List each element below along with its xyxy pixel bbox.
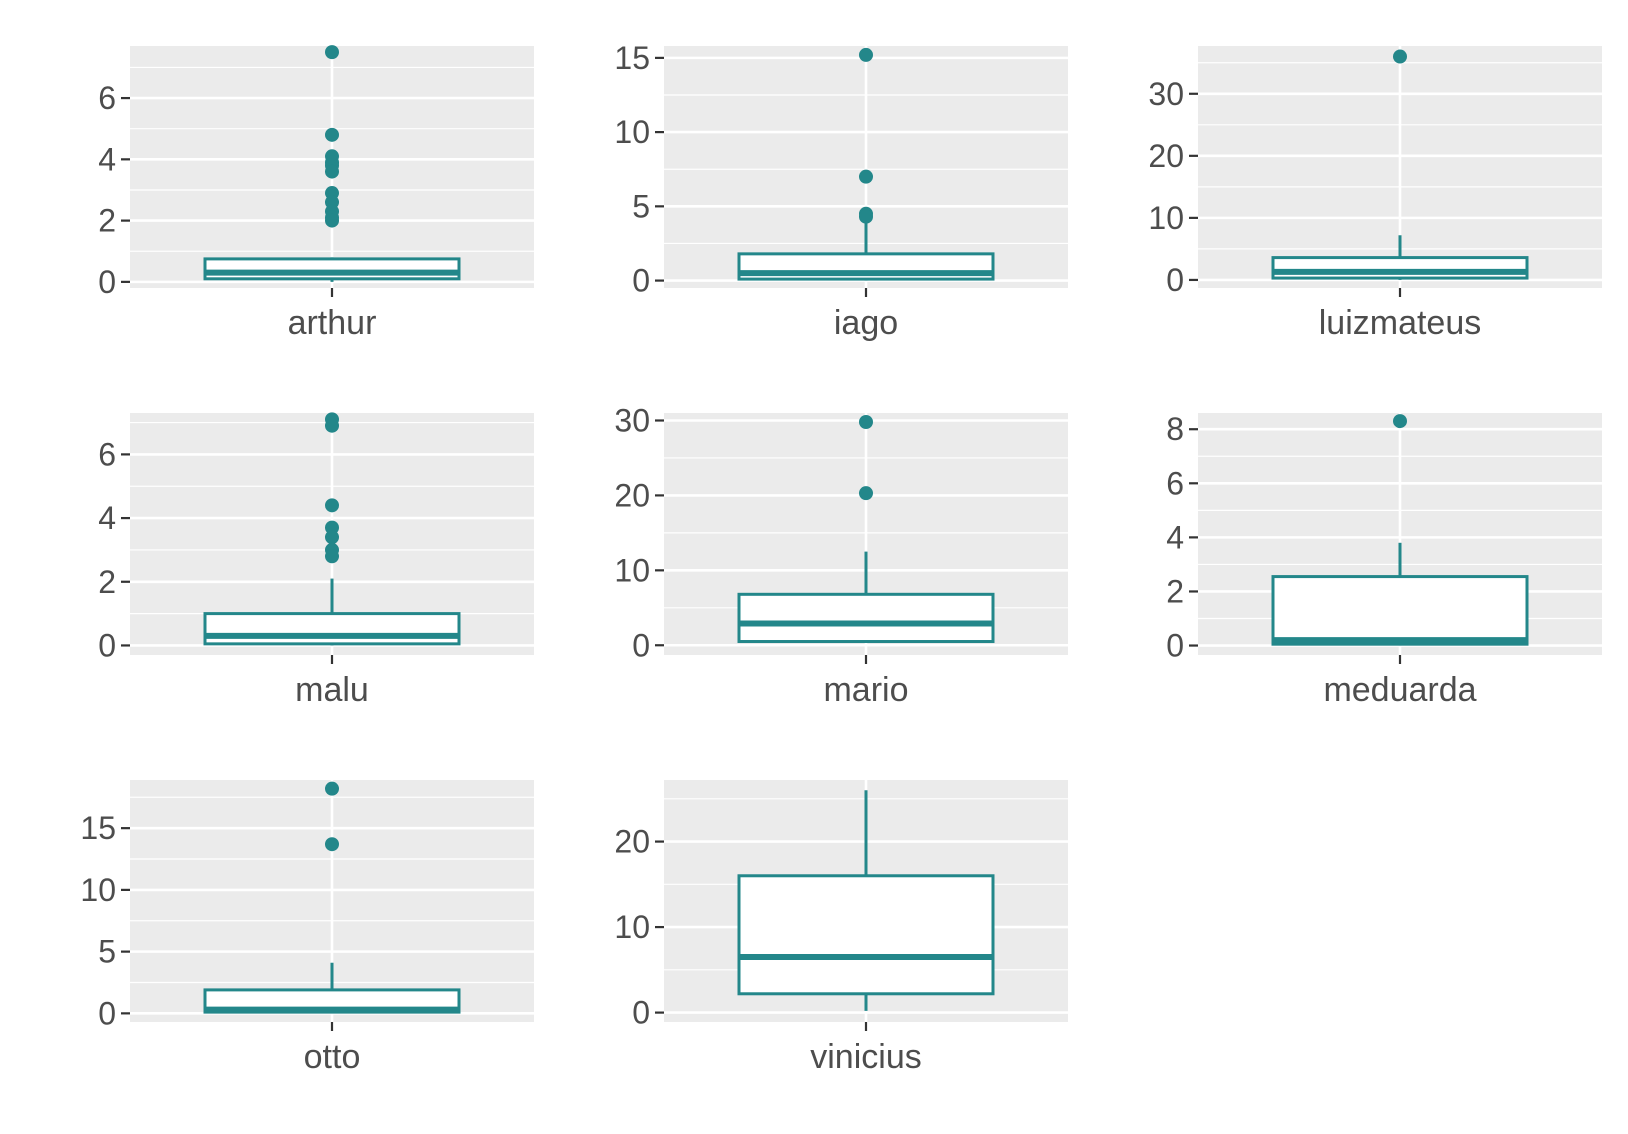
outlier-point xyxy=(325,837,339,852)
y-tick-label: 6 xyxy=(1166,465,1184,501)
y-tick-label: 10 xyxy=(614,552,650,588)
y-tick-label: 4 xyxy=(98,141,116,177)
y-tick-label: 4 xyxy=(98,500,116,536)
y-tick-label: 2 xyxy=(1166,573,1184,609)
x-category-label: arthur xyxy=(288,304,377,342)
iqr-box xyxy=(203,257,461,281)
y-tick-label: 0 xyxy=(1166,262,1184,298)
outlier-point xyxy=(325,127,339,142)
outlier-point xyxy=(325,781,339,796)
facet-panel-arthur: 0 2 4 6 arthur xyxy=(98,45,534,342)
y-tick-label: 30 xyxy=(1148,76,1184,112)
outlier-point xyxy=(325,530,339,545)
iqr-box xyxy=(737,874,995,996)
y-tick-label: 0 xyxy=(98,627,116,663)
y-tick-label: 0 xyxy=(632,995,650,1031)
y-tick-label: 5 xyxy=(98,934,116,970)
x-category-label: meduarda xyxy=(1323,671,1476,709)
iqr-box xyxy=(1271,575,1529,646)
facet-panel-iago: 0 5 10 15 iago xyxy=(614,40,1068,342)
iqr-box xyxy=(737,592,995,644)
y-tick-label: 10 xyxy=(614,114,650,150)
y-tick-label: 5 xyxy=(632,188,650,224)
facet-panel-luizmateus: 0 10 20 30 luizmateus xyxy=(1148,46,1602,342)
x-category-label: otto xyxy=(304,1038,361,1076)
outlier-point xyxy=(325,549,339,564)
outlier-point xyxy=(1393,49,1407,64)
outlier-point xyxy=(325,498,339,513)
x-category-label: luizmateus xyxy=(1319,304,1482,342)
outlier-point xyxy=(1393,414,1407,429)
outlier-point xyxy=(859,209,873,224)
facet-panel-meduarda: 0 2 4 6 8 meduarda xyxy=(1166,411,1602,709)
y-tick-label: 2 xyxy=(98,564,116,600)
y-tick-label: 20 xyxy=(614,477,650,513)
y-tick-label: 0 xyxy=(632,627,650,663)
facet-panel-mario: 0 10 20 30 mario xyxy=(614,402,1068,709)
y-tick-label: 30 xyxy=(614,402,650,438)
iqr-box xyxy=(203,612,461,646)
y-tick-label: 4 xyxy=(1166,519,1184,555)
x-category-label: malu xyxy=(295,671,369,709)
facet-panel-otto: 0 5 10 15 otto xyxy=(80,780,534,1076)
x-category-label: vinicius xyxy=(810,1038,921,1076)
outlier-point xyxy=(325,45,339,60)
outlier-point xyxy=(325,418,339,433)
y-tick-label: 0 xyxy=(98,264,116,300)
outlier-point xyxy=(859,414,873,429)
y-tick-label: 0 xyxy=(1166,628,1184,664)
outlier-point xyxy=(859,169,873,184)
y-tick-label: 10 xyxy=(80,872,116,908)
y-tick-label: 10 xyxy=(614,909,650,945)
y-tick-label: 15 xyxy=(80,810,116,846)
y-tick-label: 8 xyxy=(1166,411,1184,447)
facet-panel-malu: 0 2 4 6 malu xyxy=(98,412,534,709)
y-tick-label: 0 xyxy=(632,263,650,299)
outlier-point xyxy=(859,47,873,62)
iqr-box xyxy=(1271,256,1529,280)
y-tick-label: 10 xyxy=(1148,200,1184,236)
outlier-point xyxy=(325,213,339,228)
y-tick-label: 2 xyxy=(98,203,116,239)
y-tick-label: 6 xyxy=(98,80,116,116)
y-tick-label: 15 xyxy=(614,40,650,76)
y-tick-label: 0 xyxy=(98,995,116,1031)
outlier-point xyxy=(859,486,873,501)
y-tick-label: 20 xyxy=(614,824,650,860)
facet-panel-vinicius: 0 10 20 vinicius xyxy=(614,780,1068,1076)
outlier-point xyxy=(325,164,339,179)
x-category-label: iago xyxy=(834,304,898,342)
y-tick-label: 6 xyxy=(98,436,116,472)
x-category-label: mario xyxy=(823,671,908,709)
y-tick-label: 20 xyxy=(1148,138,1184,174)
